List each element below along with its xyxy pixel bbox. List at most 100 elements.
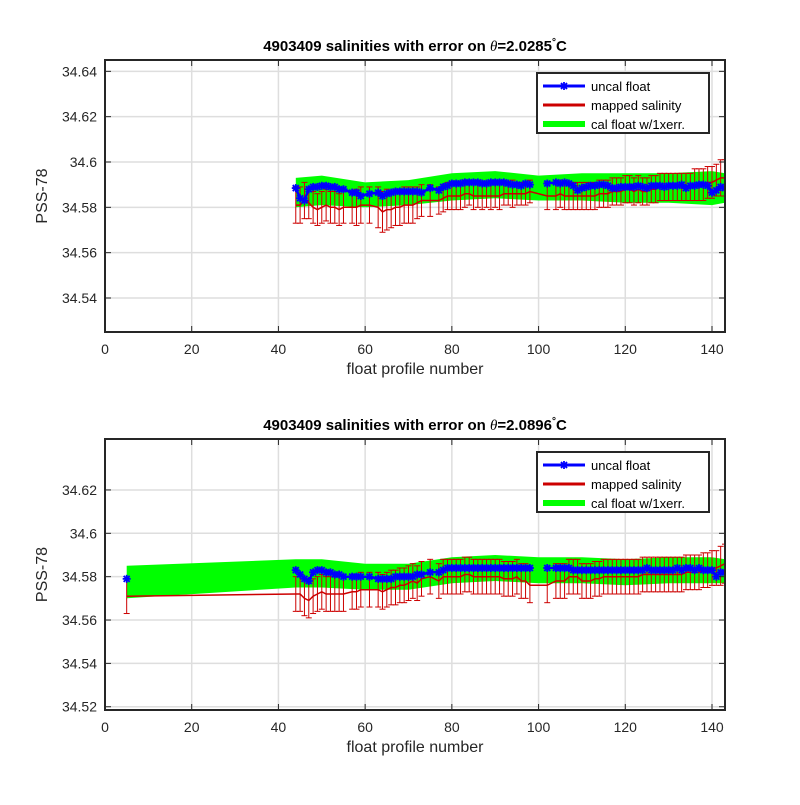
error-bar bbox=[409, 563, 416, 599]
uncal-float-marker bbox=[300, 196, 309, 205]
uncal-float-marker bbox=[417, 188, 426, 197]
uncal-float-marker bbox=[365, 572, 374, 581]
error-bar bbox=[617, 177, 624, 206]
x-tick-label: 100 bbox=[527, 341, 551, 357]
legend-marker bbox=[560, 82, 568, 90]
legend-item: uncal float bbox=[543, 458, 651, 473]
uncal-float-marker bbox=[543, 563, 552, 572]
y-tick-label: 34.62 bbox=[62, 109, 97, 125]
error-bar bbox=[635, 558, 642, 595]
legend: uncal float mapped salinity cal float w/1x… bbox=[536, 72, 710, 134]
x-tick-label: 0 bbox=[101, 719, 109, 735]
y-axis-label: PSS-78 bbox=[34, 168, 51, 223]
title-theta: θ bbox=[490, 39, 498, 55]
x-tick-label: 20 bbox=[184, 719, 200, 735]
chart-title: 4903409 salinities with error on θ=2.089… bbox=[263, 416, 567, 434]
title-degree: ° bbox=[552, 416, 556, 427]
uncal-float-marker bbox=[721, 184, 725, 193]
error-bar bbox=[574, 558, 581, 595]
legend-item: mapped salinity bbox=[543, 98, 682, 113]
uncal-float-marker bbox=[291, 184, 300, 193]
x-tick-label: 100 bbox=[527, 719, 551, 735]
y-tick-label: 34.58 bbox=[62, 199, 97, 215]
uncal-float-marker bbox=[707, 566, 716, 575]
uncal-float-marker bbox=[525, 563, 534, 572]
error-bar bbox=[717, 545, 724, 586]
y-tick-label: 34.54 bbox=[62, 655, 97, 671]
error-bar bbox=[336, 193, 343, 226]
error-bar bbox=[314, 193, 321, 226]
x-axis-label: float profile number bbox=[347, 739, 485, 756]
ticks bbox=[104, 60, 725, 332]
title-value: =2.0285 bbox=[497, 38, 552, 55]
uncal-float-marker bbox=[721, 568, 725, 577]
cal-float-band bbox=[126, 555, 725, 599]
chart-2: 0 20 40 60 80 100 120 140 34.52 34.54 34.56 34.58 34… bbox=[34, 416, 726, 756]
x-tick-label: 40 bbox=[271, 719, 287, 735]
x-tick-label: 80 bbox=[444, 341, 460, 357]
legend-item: cal float w/1xerr. bbox=[543, 117, 685, 132]
legend-item: cal float w/1xerr. bbox=[543, 496, 685, 511]
plot-content bbox=[122, 543, 725, 619]
x-tick-label: 140 bbox=[700, 719, 724, 735]
title-theta: θ bbox=[490, 418, 498, 434]
mapped-salinity-line bbox=[126, 563, 725, 602]
x-tick-label: 20 bbox=[184, 341, 200, 357]
uncal-float-marker bbox=[426, 568, 435, 577]
uncal-float-marker bbox=[525, 180, 534, 189]
uncal-float-marker bbox=[339, 185, 348, 194]
x-tick-label: 120 bbox=[614, 719, 638, 735]
legend-label: cal float w/1xerr. bbox=[591, 117, 685, 132]
error-bar bbox=[466, 556, 473, 593]
title-prefix: 4903409 salinities with error on bbox=[263, 38, 490, 55]
legend-item: uncal float bbox=[543, 79, 651, 94]
uncal-float-marker bbox=[304, 577, 313, 586]
error-bar bbox=[318, 190, 325, 224]
x-tick-label: 0 bbox=[101, 341, 109, 357]
title-value: =2.0896 bbox=[497, 417, 552, 434]
uncal-float-marker bbox=[356, 192, 365, 200]
error-bar bbox=[427, 558, 434, 595]
plot-content bbox=[291, 159, 725, 233]
uncal-float-series bbox=[122, 563, 725, 586]
x-tick-label: 60 bbox=[357, 719, 373, 735]
y-tick-label: 34.58 bbox=[62, 569, 97, 585]
legend-label: mapped salinity bbox=[591, 477, 682, 492]
uncal-float-marker bbox=[707, 188, 716, 197]
plot-frame bbox=[104, 59, 726, 333]
error-bar bbox=[722, 543, 725, 584]
uncal-float-marker bbox=[330, 182, 339, 191]
x-tick-label: 80 bbox=[444, 719, 460, 735]
uncal-float-marker bbox=[339, 572, 348, 581]
cal-float-band bbox=[295, 171, 725, 208]
y-axis-label: PSS-78 bbox=[34, 547, 51, 602]
uncal-float-marker bbox=[356, 572, 365, 581]
legend-label: mapped salinity bbox=[591, 98, 682, 113]
x-axis-label: float profile number bbox=[347, 361, 485, 378]
legend-label: uncal float bbox=[591, 79, 651, 94]
legend-label: cal float w/1xerr. bbox=[591, 496, 685, 511]
x-tick-label: 40 bbox=[271, 341, 287, 357]
title-unit: C bbox=[556, 38, 567, 55]
x-tick-label: 60 bbox=[357, 341, 373, 357]
uncal-float-marker bbox=[365, 189, 374, 198]
x-tick-label: 120 bbox=[614, 341, 638, 357]
y-tick-label: 34.64 bbox=[62, 63, 97, 79]
legend-item: mapped salinity bbox=[543, 477, 682, 492]
plot-frame bbox=[104, 438, 726, 711]
error-bar bbox=[695, 554, 702, 591]
title-prefix: 4903409 salinities with error on bbox=[263, 417, 490, 434]
uncal-float-series bbox=[291, 178, 725, 205]
uncal-float-marker bbox=[712, 186, 721, 195]
error-bar bbox=[722, 159, 725, 197]
y-tick-label: 34.6 bbox=[70, 525, 97, 541]
ticks bbox=[104, 439, 725, 710]
y-tick-label: 34.52 bbox=[62, 699, 97, 715]
y-tick-label: 34.56 bbox=[62, 612, 97, 628]
y-tick-label: 34.6 bbox=[70, 154, 97, 170]
title-unit: C bbox=[556, 417, 567, 434]
error-bar bbox=[314, 576, 321, 612]
legend: uncal float mapped salinity cal float w/1x… bbox=[536, 451, 710, 513]
